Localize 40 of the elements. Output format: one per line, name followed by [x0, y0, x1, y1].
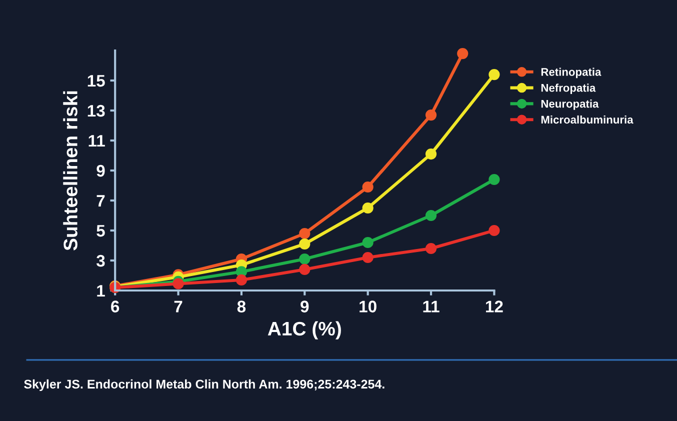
- point: [362, 252, 374, 264]
- legend-label: Retinopatia: [541, 68, 602, 78]
- point: [488, 174, 500, 186]
- point: [299, 228, 310, 240]
- y-tick-label: 5: [96, 225, 105, 237]
- legend-label: Microalbuminuria: [541, 115, 634, 124]
- point: [299, 238, 310, 250]
- point: [236, 274, 248, 286]
- y-tick-label: 9: [96, 164, 105, 177]
- x-tick-label: 9: [300, 300, 309, 312]
- y-tick-label: 3: [96, 254, 105, 267]
- x-tick-label: 10: [360, 300, 376, 312]
- point: [425, 148, 437, 160]
- point: [488, 224, 500, 236]
- y-tick-label: 7: [96, 195, 105, 207]
- text: Skyler JS. Endocrinol Metab Clin North Am. 1996;25:243-254.: [24, 379, 384, 392]
- point: [172, 278, 184, 290]
- point: [362, 181, 374, 193]
- legend-label: Nefropatia: [541, 84, 596, 94]
- y-tick-label: 15: [88, 75, 105, 87]
- x-axis-title: A1C (%): [268, 321, 341, 340]
- y-tick-label: 11: [88, 135, 105, 147]
- y-tick-label: 13: [88, 104, 105, 117]
- x-tick-label: 7: [174, 300, 182, 312]
- point: [425, 210, 437, 222]
- point: [457, 48, 468, 60]
- point: [425, 242, 437, 254]
- point: [488, 68, 500, 80]
- point: [362, 202, 374, 214]
- point: [299, 264, 310, 276]
- x-tick-label: 8: [237, 300, 246, 312]
- x-tick-label: 12: [486, 300, 503, 312]
- point: [425, 109, 437, 121]
- y-axis-title: Suhteellinen riski: [63, 91, 78, 250]
- y-tick-label: 1: [97, 285, 105, 297]
- x-tick-label: 11: [423, 300, 440, 312]
- point: [362, 236, 374, 248]
- point: [299, 253, 310, 265]
- legend-label: Neuropatia: [541, 100, 599, 110]
- x-tick-label: 6: [111, 300, 120, 312]
